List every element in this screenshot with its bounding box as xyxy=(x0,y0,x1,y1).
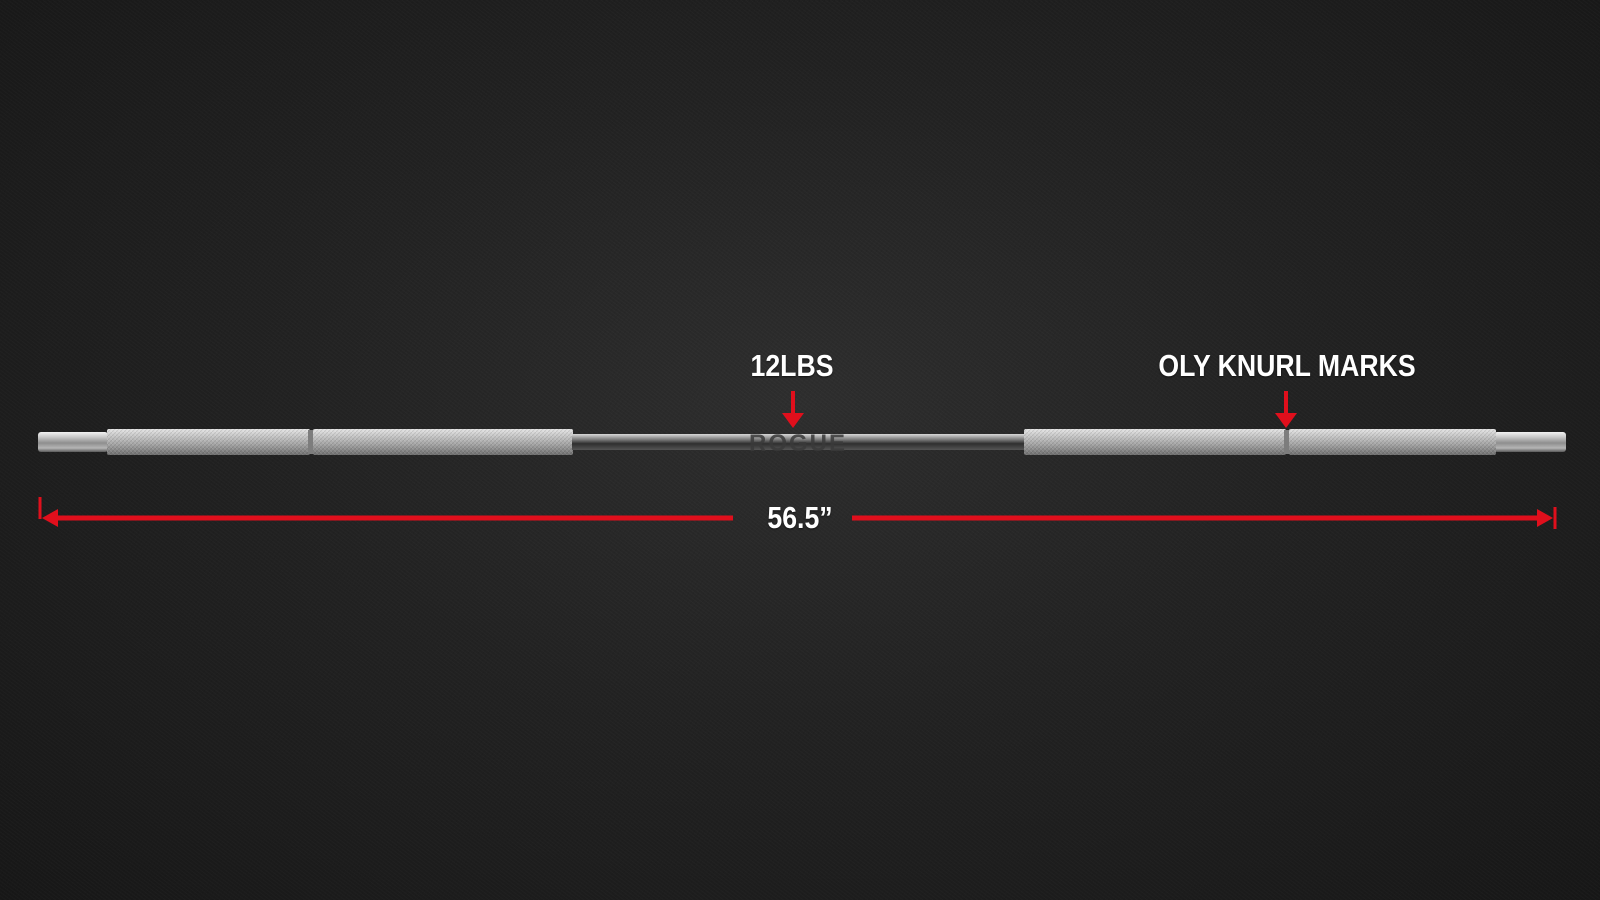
knurl-texture xyxy=(1024,429,1286,455)
brand-logo: ROGUE xyxy=(749,430,847,457)
knurl-texture xyxy=(1289,429,1496,455)
knurl-texture xyxy=(107,429,310,455)
knurl-arrow-icon xyxy=(1275,391,1297,428)
right-end-cap xyxy=(1494,432,1566,452)
center-shaft xyxy=(572,434,1026,450)
dimension-right-arrowhead xyxy=(1537,509,1553,527)
weight-label: 12LBS xyxy=(750,348,834,383)
weight-arrow-icon xyxy=(782,391,804,428)
barbell: ROGUE xyxy=(38,429,1566,457)
dimension-left-arrowhead xyxy=(42,509,58,527)
right-knurl-mark xyxy=(1284,430,1290,454)
knurl-marks-label: OLY KNURL MARKS xyxy=(1158,348,1416,383)
length-label: 56.5” xyxy=(767,500,833,535)
left-end-cap xyxy=(38,432,108,452)
knurl-texture xyxy=(313,429,573,455)
left-knurl-mark xyxy=(308,430,314,454)
length-dimension xyxy=(38,497,1557,529)
